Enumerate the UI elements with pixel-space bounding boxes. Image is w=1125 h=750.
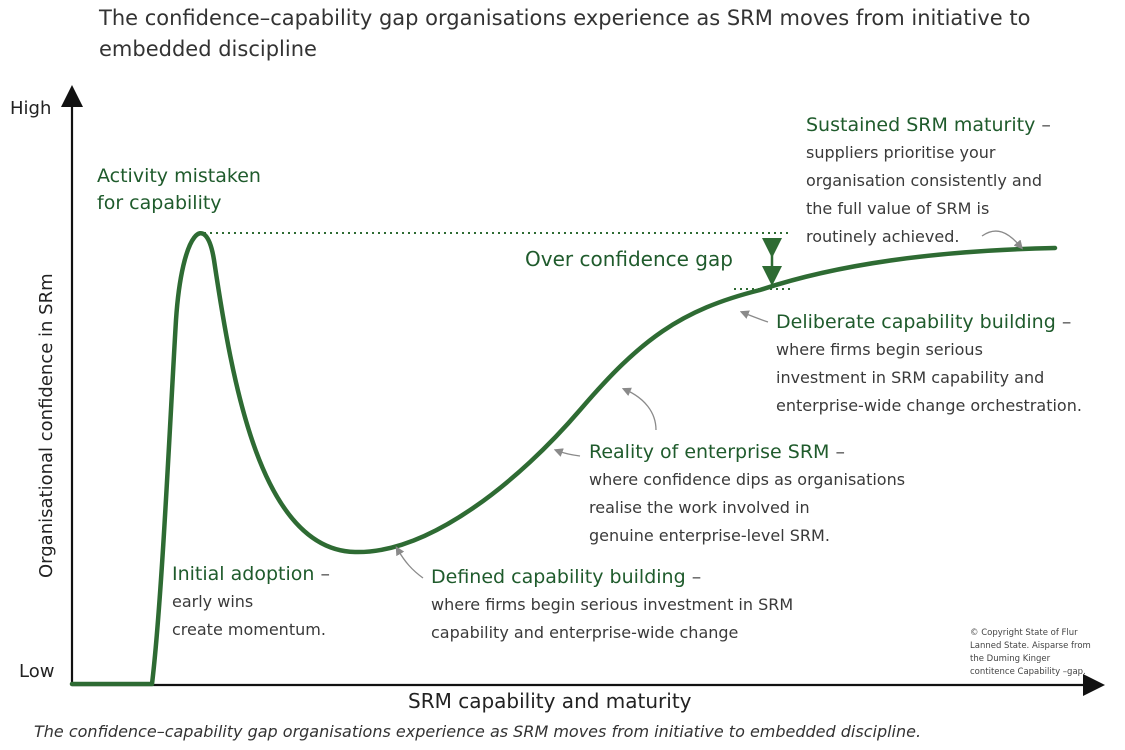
deliberate-capability-heading: Deliberate capability building	[776, 311, 1056, 333]
initial-adoption-line1: early wins	[172, 592, 254, 611]
y-axis-low-label: Low	[19, 661, 55, 682]
copyright-line4: contitence Capability –gap.	[970, 667, 1086, 677]
deliberate-capability-annotation: Deliberate capability building – where f…	[776, 309, 1082, 420]
defined-capability-heading: Defined capability building	[431, 566, 686, 588]
initial-adoption-dash: –	[314, 563, 330, 585]
sustained-pointer-arrow	[981, 230, 1023, 250]
confidence-curve	[69, 231, 1058, 687]
initial-adoption-line2: create momentum.	[172, 620, 326, 639]
diagram-caption: The confidence–capability gap organisati…	[34, 722, 922, 741]
reality-line3: genuine enterprise-level SRM.	[589, 526, 830, 545]
defined-pointer-arrow	[395, 546, 424, 579]
defined-capability-line2: capability and enterprise-wide change	[431, 623, 739, 642]
reality-line1: where confidence dips as organisations	[589, 470, 906, 489]
copyright-line1: © Copyright State of Flur	[970, 628, 1078, 638]
copyright-line2: Lanned State. Aisparse from	[970, 641, 1091, 651]
x-axis-label: SRM capability and maturity	[408, 689, 692, 713]
reality-annotation: Reality of enterprise SRM – where confid…	[589, 439, 905, 550]
copyright-notice: © Copyright State of Flur Lanned State. …	[970, 627, 1091, 679]
deliberate-capability-line3: enterprise-wide change orchestration.	[776, 396, 1082, 415]
reality-line2: realise the work involved in	[589, 498, 810, 517]
diagram-title: The confidence–capability gap organisati…	[99, 6, 1031, 61]
peak-annotation: Activity mistaken for capability	[97, 163, 261, 217]
deliberate-capability-line2: investment in SRM capability and	[776, 368, 1045, 387]
sustained-maturity-heading: Sustained SRM maturity	[806, 114, 1036, 136]
peak-heading-line2: for capability	[97, 192, 222, 214]
initial-adoption-heading: Initial adoption	[172, 563, 315, 585]
over-confidence-gap-label: Over confidence gap	[525, 247, 733, 271]
reality-pointer-arrow-up	[621, 387, 657, 431]
sustained-maturity-line1: suppliers prioritise your	[806, 143, 996, 162]
sustained-maturity-annotation: Sustained SRM maturity – suppliers prior…	[806, 112, 1051, 251]
peak-heading-line1: Activity mistaken	[97, 165, 261, 187]
defined-capability-annotation: Defined capability building – where firm…	[431, 564, 793, 647]
sustained-maturity-line4: routinely achieved.	[806, 227, 960, 246]
defined-capability-line1: where firms begin serious investment in …	[431, 595, 794, 614]
defined-capability-dash: –	[685, 566, 702, 588]
sustained-maturity-line3: the full value of SRM is	[806, 199, 990, 218]
sustained-maturity-dash: –	[1035, 114, 1051, 136]
reality-pointer-arrow-left	[553, 448, 581, 457]
deliberate-pointer-arrow	[739, 310, 769, 323]
copyright-line3: the Duming Kinger	[970, 654, 1051, 664]
sustained-maturity-line2: organisation consistently and	[806, 171, 1042, 190]
y-axis-high-label: High	[10, 98, 52, 119]
reality-heading: Reality of enterprise SRM	[589, 441, 830, 463]
deliberate-capability-line1: where firms begin serious	[776, 340, 983, 359]
deliberate-capability-dash: –	[1055, 311, 1072, 333]
reality-dash: –	[829, 441, 845, 463]
initial-adoption-annotation: Initial adoption – early wins create mom…	[172, 561, 330, 644]
